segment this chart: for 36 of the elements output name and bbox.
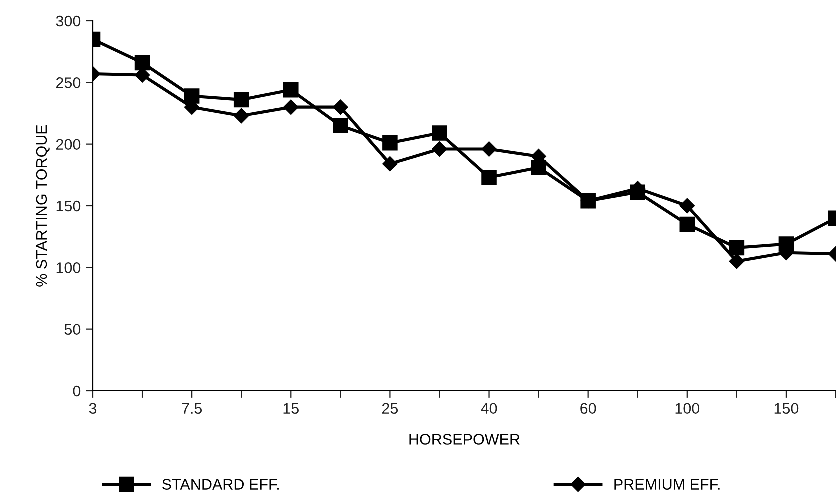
point [432,142,448,157]
x-tick-label: 15 [284,403,299,414]
y-tick-label: 200 [56,139,81,150]
x-tick-label: 150 [774,403,799,414]
point [382,135,398,151]
x-tick-label: 3 [89,403,97,414]
point [680,216,696,232]
legend-label: PREMIUM EFF. [614,479,720,490]
y-tick-label: 300 [56,16,81,27]
legend-label: STANDARD EFF. [162,479,279,490]
point [482,142,497,157]
x-tick-label: 60 [580,403,596,414]
point [283,82,299,98]
point [333,118,348,134]
point [729,240,745,256]
point [234,92,250,108]
y-tick-label: 50 [64,324,81,336]
point [432,126,448,141]
point [729,254,745,270]
y-tick-label: 150 [56,200,81,212]
point [382,156,398,172]
point [234,108,250,124]
x-tick-label: 7.5 [182,403,202,414]
point [482,170,497,186]
point [134,55,150,71]
point [284,100,299,115]
y-tick-label: 0 [73,386,81,397]
point [680,198,695,214]
y-tick-label: 250 [56,78,81,88]
y-axis-title: % STARTING TORQUE [36,125,50,287]
x-tick-label: 25 [382,403,398,414]
x-tick-label: 100 [676,403,700,414]
x-axis-title: HORSEPOWER [410,434,520,445]
y-tick-label: 100 [56,262,81,274]
point [333,100,348,115]
x-tick-label: 40 [481,403,498,414]
